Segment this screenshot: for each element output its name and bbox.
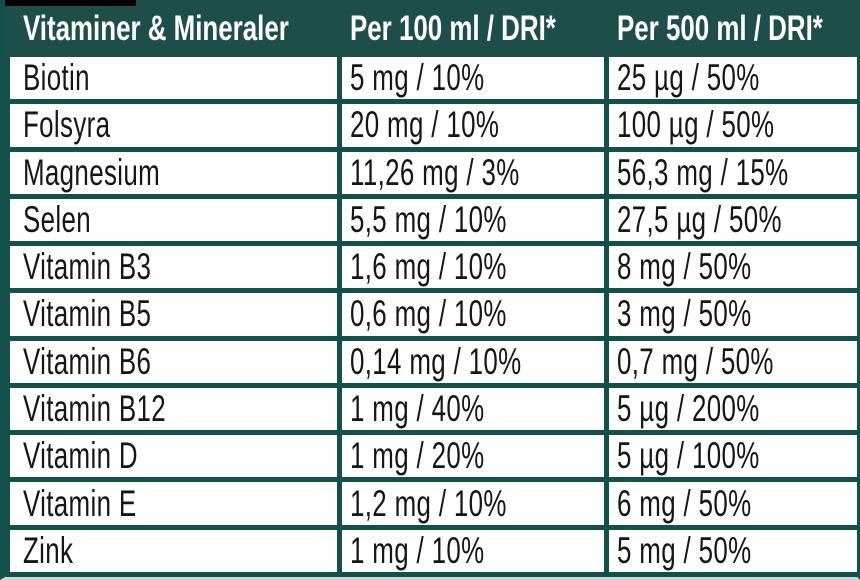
per-500ml-cell: 3 mg / 50%: [604, 288, 860, 341]
table-row: Vitamin B3 1,6 mg / 10% 8 mg / 50%: [5, 241, 860, 294]
nutrient-name: Vitamin D: [23, 435, 138, 477]
per-500ml-value: 5 mg / 50%: [617, 529, 752, 571]
per-500ml-cell: 27,5 µg / 50%: [604, 193, 860, 247]
nutrient-name-cell: Vitamin D: [5, 430, 342, 483]
per-500ml-cell: 5 µg / 200%: [604, 382, 860, 436]
table-row: Folsyra 20 mg / 10% 100 µg / 50%: [5, 99, 860, 152]
per-500ml-value: 3 mg / 50%: [617, 293, 752, 335]
nutrient-name: Vitamin B5: [23, 293, 152, 335]
header-label-nutrient: Vitaminer & Mineraler: [23, 8, 289, 48]
per-100ml-value: 1 mg / 10%: [350, 529, 485, 571]
nutrient-name: Vitamin B3: [23, 246, 152, 288]
per-500ml-value: 5 µg / 200%: [617, 387, 760, 429]
nutrient-name: Zink: [23, 529, 74, 571]
per-100ml-cell: 11,26 mg / 3%: [337, 146, 609, 199]
per-500ml-cell: 5 µg / 100%: [604, 430, 860, 483]
per-500ml-cell: 5 mg / 50%: [604, 524, 860, 578]
nutrient-name: Vitamin E: [23, 482, 137, 524]
nutrient-name-cell: Vitamin B6: [5, 335, 342, 388]
table-row: Vitamin B12 1 mg / 40% 5 µg / 200%: [5, 382, 860, 436]
table-row: Vitamin E 1,2 mg / 10% 6 mg / 50%: [5, 477, 860, 530]
per-500ml-value: 5 µg / 100%: [617, 435, 760, 477]
per-500ml-cell: 56,3 mg / 15%: [604, 146, 860, 199]
per-500ml-cell: 8 mg / 50%: [604, 241, 860, 294]
per-100ml-cell: 0,14 mg / 10%: [337, 335, 609, 388]
per-500ml-value: 56,3 mg / 15%: [617, 151, 789, 193]
per-100ml-cell: 1 mg / 40%: [337, 382, 609, 436]
per-500ml-value: 27,5 µg / 50%: [617, 198, 782, 240]
per-100ml-value: 1 mg / 20%: [350, 435, 485, 477]
table-row: Vitamin D 1 mg / 20% 5 µg / 100%: [5, 430, 860, 483]
nutrient-name: Biotin: [23, 57, 90, 99]
per-100ml-value: 1 mg / 40%: [350, 387, 485, 429]
per-500ml-cell: 100 µg / 50%: [604, 99, 860, 152]
per-100ml-value: 11,26 mg / 3%: [350, 151, 520, 193]
nutrient-name-cell: Vitamin B5: [5, 288, 342, 341]
table-row: Magnesium 11,26 mg / 3% 56,3 mg / 15%: [5, 146, 860, 199]
per-100ml-cell: 1 mg / 20%: [337, 430, 609, 483]
per-100ml-cell: 1 mg / 10%: [337, 524, 609, 578]
per-100ml-value: 0,6 mg / 10%: [350, 293, 507, 335]
per-100ml-cell: 0,6 mg / 10%: [337, 288, 609, 341]
per-500ml-cell: 25 µg / 50%: [604, 51, 860, 105]
nutrient-name-cell: Vitamin E: [5, 477, 342, 530]
per-500ml-value: 0,7 mg / 50%: [617, 340, 774, 382]
nutrient-name: Folsyra: [23, 104, 111, 146]
per-500ml-cell: 0,7 mg / 50%: [604, 335, 860, 388]
table-row: Biotin 5 mg / 10% 25 µg / 50%: [5, 51, 860, 105]
per-500ml-value: 8 mg / 50%: [617, 246, 752, 288]
table-row: Vitamin B6 0,14 mg / 10% 0,7 mg / 50%: [5, 335, 860, 388]
nutrient-name: Magnesium: [23, 151, 161, 193]
table-row: Vitamin B5 0,6 mg / 10% 3 mg / 50%: [5, 288, 860, 341]
per-100ml-value: 20 mg / 10%: [350, 104, 500, 146]
table-body: Biotin 5 mg / 10% 25 µg / 50% Folsyra 20…: [5, 51, 860, 578]
nutrient-name-cell: Folsyra: [5, 99, 342, 152]
per-100ml-value: 1,6 mg / 10%: [350, 246, 507, 288]
nutrient-name-cell: Vitamin B12: [5, 382, 342, 436]
table-row: Selen 5,5 mg / 10% 27,5 µg / 50%: [5, 193, 860, 247]
per-500ml-cell: 6 mg / 50%: [604, 477, 860, 530]
nutrient-name: Vitamin B12: [23, 387, 167, 429]
nutrient-name-cell: Selen: [5, 193, 342, 247]
nutrient-name-cell: Magnesium: [5, 146, 342, 199]
per-100ml-cell: 20 mg / 10%: [337, 99, 609, 152]
table-row: Zink 1 mg / 10% 5 mg / 50%: [5, 524, 860, 578]
per-100ml-cell: 1,2 mg / 10%: [337, 477, 609, 530]
nutrient-name-cell: Zink: [5, 524, 342, 578]
vitamins-minerals-table: Vitaminer & Mineraler Per 100 ml / DRI* …: [5, 0, 860, 578]
per-100ml-value: 5,5 mg / 10%: [350, 198, 507, 240]
per-100ml-cell: 5 mg / 10%: [337, 51, 609, 105]
per-500ml-value: 6 mg / 50%: [617, 482, 752, 524]
nutrient-name-cell: Biotin: [5, 51, 342, 105]
per-100ml-cell: 5,5 mg / 10%: [337, 193, 609, 247]
table-header: Vitaminer & Mineraler Per 100 ml / DRI* …: [5, 0, 860, 57]
per-100ml-value: 5 mg / 10%: [350, 57, 485, 99]
nutrient-name: Selen: [23, 198, 91, 240]
top-left-black-strip: [5, 0, 136, 6]
header-label-per-500ml: Per 500 ml / DRI*: [617, 8, 823, 48]
header-label-per-100ml: Per 100 ml / DRI*: [350, 8, 556, 48]
nutrient-name-cell: Vitamin B3: [5, 241, 342, 294]
nutrient-name: Vitamin B6: [23, 340, 152, 382]
per-100ml-value: 1,2 mg / 10%: [350, 482, 507, 524]
per-100ml-cell: 1,6 mg / 10%: [337, 241, 609, 294]
per-100ml-value: 0,14 mg / 10%: [350, 340, 522, 382]
header-cell-per-500ml: Per 500 ml / DRI*: [604, 0, 860, 57]
per-500ml-value: 25 µg / 50%: [617, 57, 760, 99]
header-cell-nutrient: Vitaminer & Mineraler: [5, 0, 342, 57]
header-cell-per-100ml: Per 100 ml / DRI*: [337, 0, 609, 57]
per-500ml-value: 100 µg / 50%: [617, 104, 775, 146]
header-row: Vitaminer & Mineraler Per 100 ml / DRI* …: [5, 0, 860, 57]
